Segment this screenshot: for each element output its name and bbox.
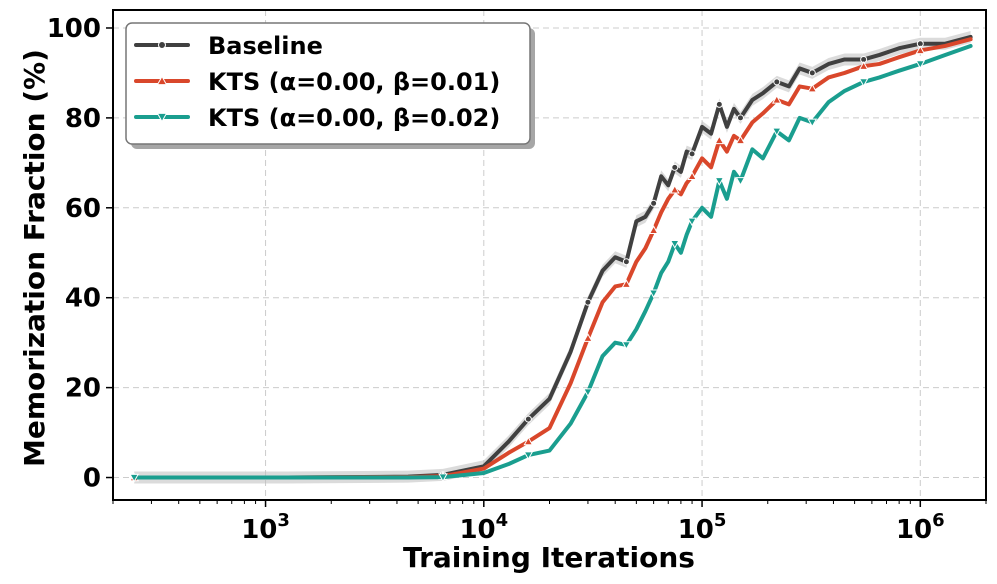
x-tick-label: 106 — [896, 510, 945, 545]
data-point — [524, 415, 532, 423]
data-point — [687, 171, 697, 181]
data-point — [736, 114, 744, 122]
y-tick-label: 100 — [47, 14, 101, 44]
legend: Baseline KTS (α=0.00, β=0.01) KTS (α=0.00,… — [125, 22, 535, 149]
data-point — [650, 199, 658, 207]
data-point — [771, 127, 782, 137]
data-point — [129, 473, 140, 483]
legend-entry: KTS (α=0.00, β=0.01) — [134, 68, 500, 96]
data-point — [584, 298, 592, 306]
data-point — [669, 240, 680, 249]
data-point — [688, 150, 696, 158]
data-point — [714, 177, 725, 186]
series-2 — [129, 43, 973, 483]
data-point — [523, 436, 534, 446]
series-line — [132, 43, 973, 480]
data-point — [523, 451, 534, 461]
legend-entry: Baseline — [134, 32, 323, 60]
data-point — [648, 225, 659, 234]
y-tick-label: 0 — [83, 464, 101, 494]
data-point — [156, 112, 168, 123]
data-point — [687, 217, 697, 227]
x-tick-label: 103 — [241, 510, 290, 545]
data-point — [915, 60, 926, 69]
x-tick-label: 105 — [678, 510, 727, 545]
legend-label: Baseline — [208, 32, 323, 60]
legend-label: KTS (α=0.00, β=0.02) — [208, 104, 500, 132]
data-point — [438, 473, 448, 483]
axis-ticks: 0 20 40 60 80 100 103 104 105 106 — [47, 14, 987, 545]
data-point — [648, 289, 659, 299]
y-tick-label: 80 — [65, 104, 101, 134]
data-point — [715, 100, 723, 108]
data-point — [714, 135, 725, 145]
data-point — [773, 78, 781, 86]
data-point — [671, 163, 679, 171]
y-tick-label: 40 — [65, 284, 101, 314]
x-axis-title: Training Iterations — [403, 541, 695, 574]
legend-box — [125, 22, 531, 145]
data-point — [158, 41, 166, 49]
data-point — [583, 388, 593, 398]
data-point — [858, 78, 869, 87]
data-point — [156, 75, 168, 86]
data-point — [621, 279, 632, 288]
data-point — [669, 184, 680, 194]
data-point — [622, 258, 630, 266]
data-point — [807, 118, 818, 128]
y-tick-label: 60 — [65, 194, 101, 224]
series-lines — [129, 34, 973, 483]
data-point — [735, 177, 746, 186]
data-point — [583, 333, 593, 342]
x-tick-label: 104 — [459, 510, 508, 545]
data-point — [735, 135, 746, 145]
legend-label: KTS (α=0.00, β=0.01) — [208, 68, 500, 96]
data-point — [771, 94, 782, 104]
y-axis-title: Memorization Fraction (%) — [18, 49, 51, 467]
data-point — [915, 45, 926, 55]
y-tick-label: 20 — [65, 374, 101, 404]
data-point — [621, 341, 632, 350]
data-point — [858, 61, 869, 70]
data-point — [808, 69, 816, 77]
data-point — [807, 83, 818, 93]
legend-entry: KTS (α=0.00, β=0.02) — [134, 104, 500, 132]
